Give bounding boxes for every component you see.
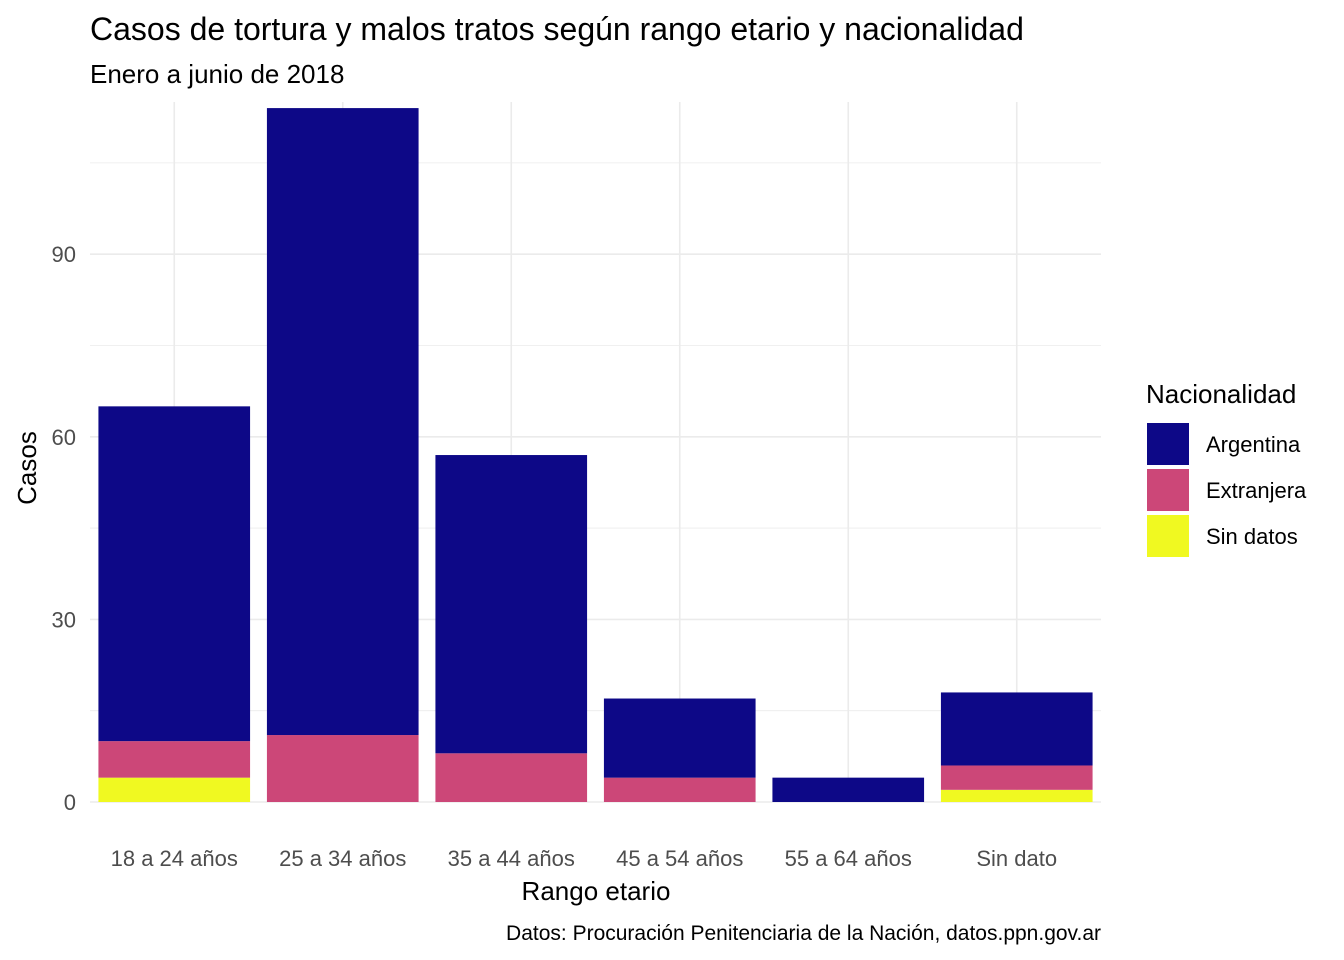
y-tick-label: 90 bbox=[52, 242, 76, 267]
x-tick-label: 45 a 54 años bbox=[616, 846, 743, 871]
y-tick-label: 0 bbox=[64, 790, 76, 815]
y-axis-title: Casos bbox=[12, 431, 42, 505]
chart-caption: Datos: Procuración Penitenciaria de la N… bbox=[506, 922, 1101, 945]
bar-argentina bbox=[266, 108, 419, 736]
x-tick-labels: 18 a 24 años 25 a 34 años 35 a 44 años 45 a… bbox=[111, 846, 1057, 871]
bar-argentina bbox=[603, 698, 756, 778]
legend-swatch bbox=[1147, 469, 1189, 511]
x-tick-label: Sin dato bbox=[976, 846, 1057, 871]
legend-swatch bbox=[1147, 515, 1189, 557]
y-tick-labels: 0 30 60 90 bbox=[52, 242, 76, 815]
bar-extranjera bbox=[435, 753, 588, 802]
legend-label: Argentina bbox=[1206, 432, 1301, 457]
bar-argentina bbox=[772, 777, 925, 802]
bar-sin-datos bbox=[98, 777, 251, 802]
y-tick-label: 30 bbox=[52, 607, 76, 632]
x-axis-title: Rango etario bbox=[522, 876, 671, 906]
legend-title: Nacionalidad bbox=[1146, 379, 1296, 409]
grid-lines bbox=[90, 102, 1101, 803]
chart-subtitle: Enero a junio de 2018 bbox=[90, 59, 344, 89]
bar-extranjera bbox=[940, 765, 1093, 790]
bar-extranjera bbox=[98, 741, 251, 778]
x-tick-label: 18 a 24 años bbox=[111, 846, 238, 871]
y-tick-label: 60 bbox=[52, 425, 76, 450]
bars bbox=[98, 108, 1093, 802]
bar-argentina bbox=[98, 406, 251, 742]
legend: Nacionalidad Argentina Extranjera Sin dato… bbox=[1146, 379, 1307, 557]
x-tick-label: 35 a 44 años bbox=[448, 846, 575, 871]
x-tick-label: 25 a 34 años bbox=[279, 846, 406, 871]
bar-sin-datos bbox=[940, 789, 1093, 802]
bar-extranjera bbox=[603, 777, 756, 802]
x-tick-label: 55 a 64 años bbox=[785, 846, 912, 871]
bar-extranjera bbox=[266, 735, 419, 802]
bar-argentina bbox=[435, 455, 588, 754]
bar-argentina bbox=[940, 692, 1093, 766]
chart-title: Casos de tortura y malos tratos según ra… bbox=[90, 11, 1024, 47]
legend-label: Sin datos bbox=[1206, 524, 1298, 549]
legend-label: Extranjera bbox=[1206, 478, 1307, 503]
legend-swatch bbox=[1147, 423, 1189, 465]
